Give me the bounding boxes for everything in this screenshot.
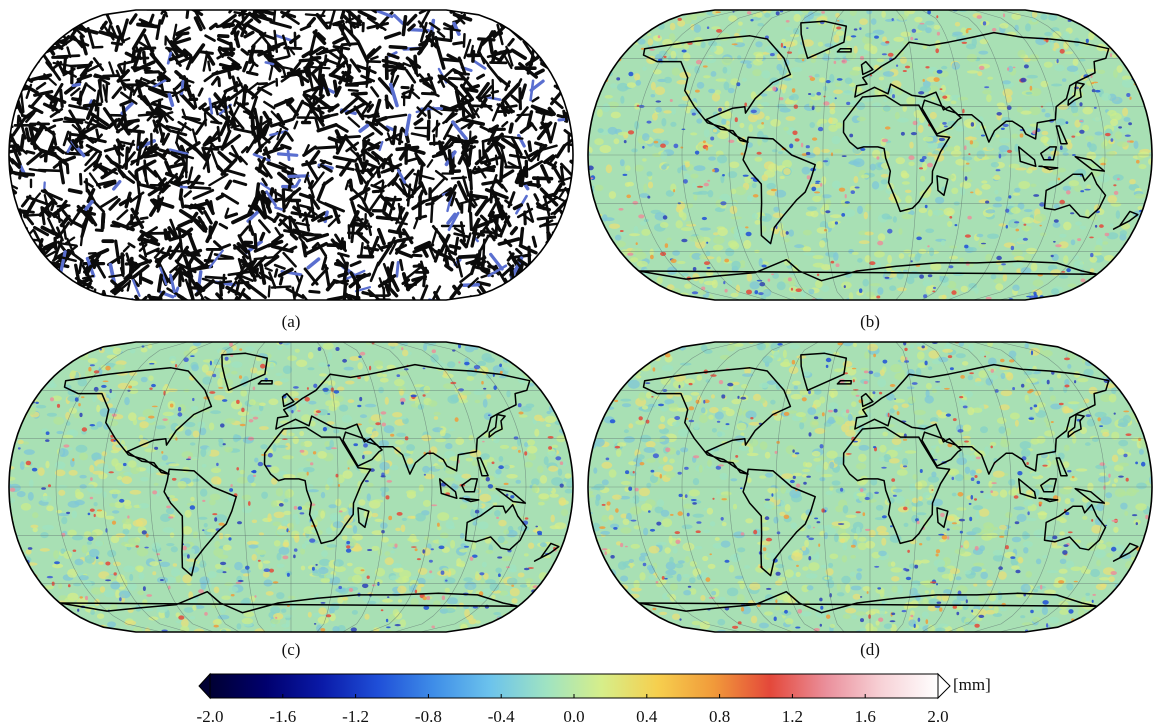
colorbar-tick-label: -2.0 [196,707,224,726]
map-panel-c [5,338,577,636]
colorbar-tick-label: -1.2 [342,707,370,726]
colorbar-tick-label: 1.6 [854,707,876,726]
map-d-svg [587,341,1153,633]
colorbar: [mm] -2.0 -1.6 -1.2 -0.8 -0.4 0.0 0.4 0.8 1.2 1.6… [196,672,991,728]
colorbar-tick-label: 0.4 [636,707,658,726]
colorbar-unit: [mm] [953,675,991,694]
map-a-svg [8,9,574,301]
map-panel-a [5,6,577,304]
colorbar-tick-label: -0.8 [414,707,442,726]
colorbar-tick-label: -1.6 [269,707,297,726]
colorbar-gradient [198,672,951,700]
panel-label-b: (b) [860,312,880,331]
panel-label-c: (c) [281,640,301,659]
colorbar-tick-label: 0.0 [563,707,585,726]
map-c-svg [8,341,574,633]
colorbar-tick-label: 0.8 [708,707,731,726]
colorbar-tick-label: 2.0 [927,707,949,726]
map-panel-b [584,6,1156,304]
panel-label-d: (d) [860,640,880,659]
colorbar-tick-label: -0.4 [487,707,515,726]
map-b-svg [587,9,1153,301]
map-panel-d [584,338,1156,636]
colorbar-tick-label: 1.2 [781,707,804,726]
panel-label-a: (a) [281,312,301,331]
